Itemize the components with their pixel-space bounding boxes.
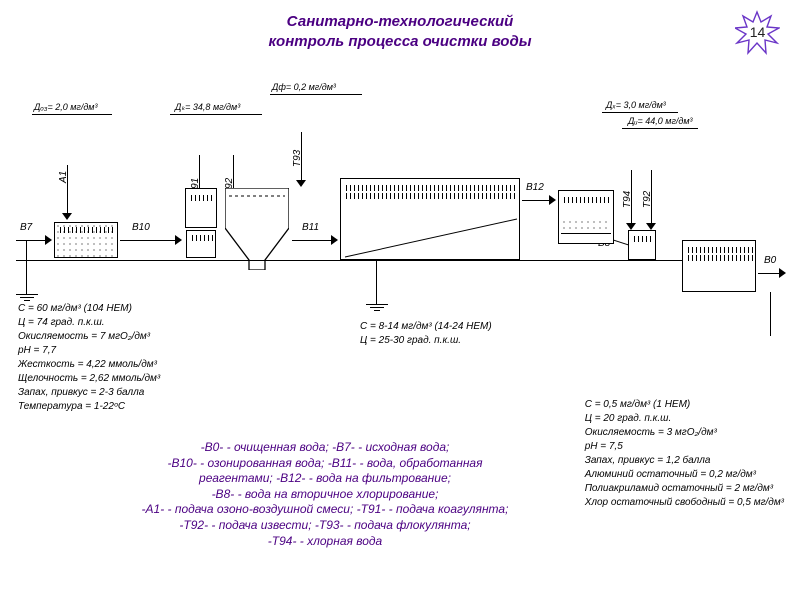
param-row: С = 0,5 мг/дм³ (1 НЕМ) — [585, 398, 784, 412]
param-row: Запах, привкус = 1,2 балла — [585, 454, 784, 468]
label-b12: В12 — [526, 182, 544, 193]
arrow-b12 — [522, 195, 556, 207]
arrow-b0 — [758, 268, 786, 280]
dose-d-f: Дф= 0,2 мг/дм³ — [272, 82, 336, 92]
label-b7: В7 — [20, 222, 32, 233]
param-row: С = 8-14 мг/дм³ (14-24 НЕМ) — [360, 320, 492, 334]
param-row: Температура = 1-22ᵒС — [18, 400, 160, 414]
title-line1: Санитарно-технологический — [287, 13, 514, 30]
unit-clarifier — [340, 178, 520, 260]
param-row: Ц = 25-30 град. п.к.ш. — [360, 334, 492, 348]
label-b11: В11 — [302, 222, 319, 233]
legend-line: реагентами; -В12- - вода на фильтрование… — [60, 471, 590, 487]
rule-line — [32, 114, 112, 115]
page-number-badge: 14 — [735, 10, 780, 55]
legend-line: -В0- - очищенная вода; -В7- - исходная в… — [60, 440, 590, 456]
legend-line: -А1- - подача озоно-воздушной смеси; -Т9… — [60, 502, 590, 518]
process-diagram: Дₒ₃= 2,0 мг/дм³ Дₖ= 34,8 мг/дм³ Дф= 0,2 … — [10, 70, 790, 310]
dose-d-x: Дₓ= 3,0 мг/дм³ — [606, 100, 666, 110]
param-row: Алюминий остаточный = 0,2 мг/дм³ — [585, 468, 784, 482]
rule-line — [270, 94, 362, 95]
page-title: Санитарно-технологический контроль проце… — [0, 12, 800, 51]
param-row: pH = 7,5 — [585, 440, 784, 454]
unit-hopper — [225, 188, 289, 228]
rule-line — [622, 128, 698, 129]
params-clarified: С = 8-14 мг/дм³ (14-24 НЕМ) Ц = 25-30 гр… — [360, 320, 492, 348]
label-b10: В10 — [132, 222, 150, 233]
dose-d-k: Дₖ= 34,8 мг/дм³ — [175, 102, 240, 113]
arrow-t94: Т94 — [626, 170, 638, 230]
params-treated: С = 0,5 мг/дм³ (1 НЕМ) Ц = 20 град. п.к.… — [585, 398, 784, 510]
param-row: Щелочность = 2,62 ммоль/дм³ — [18, 372, 160, 386]
pipe-stand — [770, 292, 771, 336]
ground-line — [522, 260, 682, 272]
label-a1: А1 — [58, 171, 69, 183]
page-number: 14 — [750, 26, 766, 39]
unit-filter — [558, 190, 614, 244]
param-row: Хлор остаточный свободный = 0,5 мг/дм³ — [585, 496, 784, 510]
params-raw-water: С = 60 мг/дм³ (104 НЕМ) Ц = 74 град. п.к… — [18, 302, 160, 414]
arrow-t92b: Т92 — [646, 170, 658, 230]
arrow-b10 — [120, 235, 182, 247]
unit-chlor-mix — [628, 230, 656, 260]
legend-line: -Т92- - подача извести; -Т93- - подача ф… — [60, 518, 590, 534]
param-row: Ц = 20 град. п.к.ш. — [585, 412, 784, 426]
param-row: Окисляемость = 3 мгО₂/дм³ — [585, 426, 784, 440]
dose-d-u: Дᵤ= 44,0 мг/дм³ — [628, 116, 693, 126]
unit-ozonator — [54, 222, 118, 258]
ground-icon — [366, 304, 388, 316]
title-line2: контроль процесса очистки воды — [268, 33, 531, 50]
legend-line: -В10- - озонированная вода; -В11- - вода… — [60, 456, 590, 472]
arrow-b11 — [292, 235, 338, 247]
dose-d-o3: Дₒ₃= 2,0 мг/дм³ — [34, 102, 97, 112]
unit-mixer1 — [185, 188, 217, 228]
label-t93: Т93 — [292, 150, 303, 167]
pipe-stand — [376, 260, 377, 304]
arrow-t93: Т93 — [296, 132, 308, 187]
arrow-a1: А1 — [62, 165, 74, 220]
ground-line — [16, 260, 288, 272]
unit-mixer2 — [186, 230, 216, 258]
arrow-b7 — [16, 235, 52, 247]
ground-line — [288, 260, 522, 272]
pipe-stand — [26, 240, 27, 294]
param-row: С = 60 мг/дм³ (104 НЕМ) — [18, 302, 160, 316]
legend: -В0- - очищенная вода; -В7- - исходная в… — [60, 440, 590, 549]
param-row: Полиакриламид остаточный = 2 мг/дм³ — [585, 482, 784, 496]
param-row: pH = 7,7 — [18, 344, 160, 358]
rule-line — [602, 112, 678, 113]
unit-clearwell — [682, 240, 756, 292]
rule-line — [170, 114, 262, 115]
param-row: Ц = 74 град. п.к.ш. — [18, 316, 160, 330]
label-t94: Т94 — [622, 191, 633, 208]
label-b0: В0 — [764, 255, 776, 266]
param-row: Жесткость = 4,22 ммоль/дм³ — [18, 358, 160, 372]
label-t92b: Т92 — [642, 191, 653, 208]
legend-line: -Т94- - хлорная вода — [60, 534, 590, 550]
legend-line: -В8- - вода на вторичное хлорирование; — [60, 487, 590, 503]
param-row: Окисляемость = 7 мгО₂/дм³ — [18, 330, 160, 344]
param-row: Запах, привкус = 2-3 балла — [18, 386, 160, 400]
